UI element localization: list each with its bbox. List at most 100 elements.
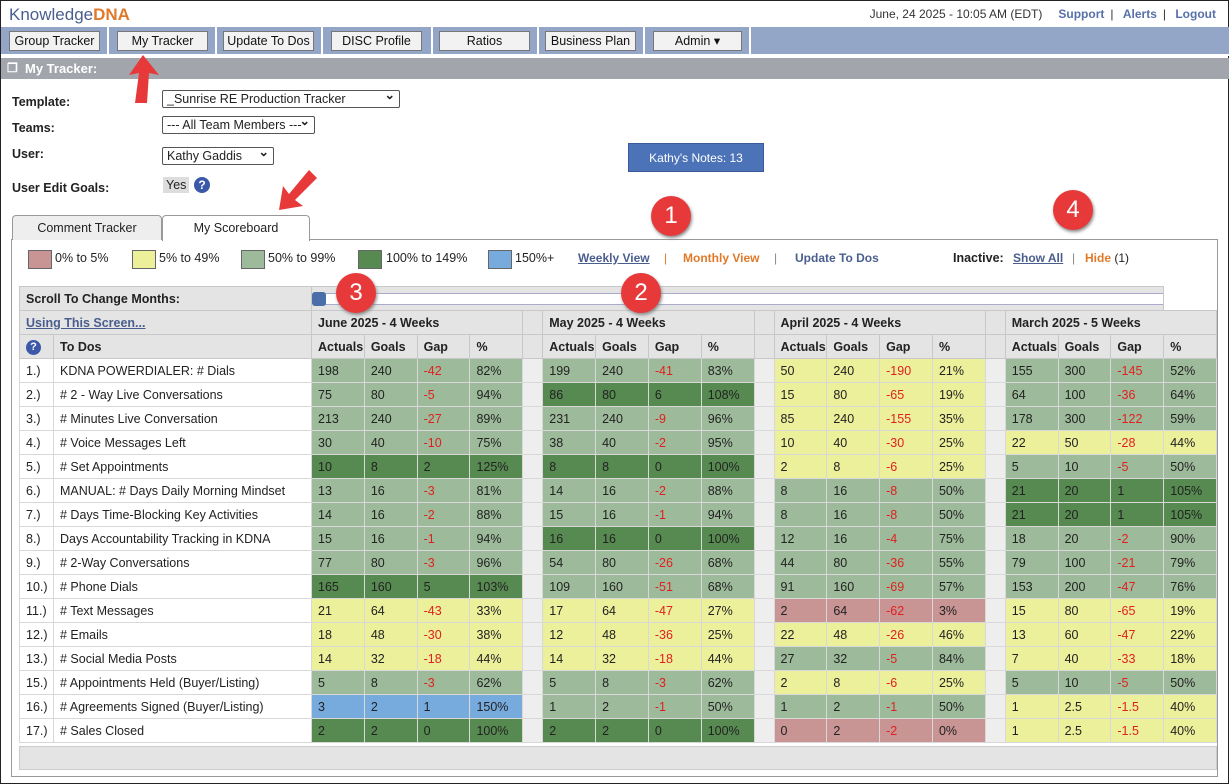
goal-cell: 40 bbox=[1057, 646, 1112, 671]
update-to-dos-link[interactable]: Update To Dos bbox=[795, 251, 879, 265]
percent-cell: 40% bbox=[1163, 694, 1217, 719]
support-link[interactable]: Support bbox=[1058, 7, 1105, 21]
goal-cell: 80 bbox=[826, 550, 881, 575]
gap-cell: 2 bbox=[416, 454, 471, 479]
hide-link[interactable]: Hide bbox=[1085, 251, 1112, 265]
month-header: April 2025 - 4 Weeks bbox=[773, 310, 986, 335]
goal-cell: 80 bbox=[363, 382, 418, 407]
column-header: Goals bbox=[595, 334, 649, 359]
spacer bbox=[753, 478, 775, 503]
gap-cell: -6 bbox=[879, 670, 933, 695]
goal-cell: 8 bbox=[595, 670, 649, 695]
month-scroll-slider[interactable] bbox=[310, 286, 1165, 311]
percent-cell: 44% bbox=[1163, 430, 1217, 455]
goal-cell: 50 bbox=[1057, 430, 1112, 455]
logo-text: Knowledge bbox=[9, 5, 94, 24]
logout-link[interactable]: Logout bbox=[1175, 7, 1216, 21]
actual-cell: 1 bbox=[773, 694, 828, 719]
gap-cell: -9 bbox=[647, 406, 702, 431]
nav-admin-dropdown[interactable]: Admin ▾ bbox=[653, 31, 742, 51]
monthly-view-link[interactable]: Monthly View bbox=[683, 251, 760, 265]
todo-name: # Appointments Held (Buyer/Listing) bbox=[53, 670, 312, 695]
actual-cell: 12 bbox=[542, 622, 597, 647]
user-select[interactable]: Kathy Gaddis bbox=[162, 144, 274, 165]
teams-select[interactable]: --- All Team Members --- bbox=[162, 113, 315, 134]
separator: | bbox=[774, 251, 778, 265]
tab-my-scoreboard[interactable]: My Scoreboard bbox=[162, 215, 310, 241]
actual-cell: 64 bbox=[1004, 382, 1059, 407]
row-number: 6.) bbox=[19, 478, 54, 503]
nav-disc-profile[interactable]: DISC Profile bbox=[331, 31, 422, 51]
main-nav: Group Tracker My Tracker Update To Dos D… bbox=[1, 27, 1229, 56]
template-select[interactable]: _Sunrise RE Production Tracker bbox=[162, 87, 400, 108]
gap-cell: -122 bbox=[1110, 406, 1165, 431]
gap-cell: -65 bbox=[1110, 598, 1165, 623]
table-row: 11.) # Text Messages 21 64 -43 33% 17 64 -47 27% 2… bbox=[19, 598, 1217, 623]
goal-cell: 16 bbox=[363, 526, 418, 551]
legend-swatch-light-green bbox=[241, 250, 265, 269]
column-header: Goals bbox=[1057, 334, 1112, 359]
table-row: 16.) # Agreements Signed (Buyer/Listing) 3… bbox=[19, 694, 1217, 719]
tab-comment-tracker[interactable]: Comment Tracker bbox=[12, 215, 162, 240]
goal-cell: 16 bbox=[826, 502, 881, 527]
goal-cell: 32 bbox=[826, 646, 881, 671]
spacer bbox=[984, 694, 1006, 719]
help-icon[interactable]: ? bbox=[194, 177, 210, 193]
goal-cell: 160 bbox=[363, 574, 418, 599]
todo-name: # Days Time-Blocking Key Activities bbox=[53, 502, 312, 527]
gap-cell: -36 bbox=[647, 622, 702, 647]
help-icon[interactable]: ? bbox=[19, 334, 54, 359]
spacer bbox=[753, 358, 775, 383]
gap-cell: -36 bbox=[879, 550, 933, 575]
percent-cell: 19% bbox=[931, 382, 986, 407]
nav-business-plan[interactable]: Business Plan bbox=[545, 31, 636, 51]
nav-ratios[interactable]: Ratios bbox=[439, 31, 530, 51]
goal-cell: 160 bbox=[595, 574, 649, 599]
table-row: 2.) # 2 - Way Live Conversations 75 80 -5 94%… bbox=[19, 382, 1217, 407]
spacer bbox=[984, 526, 1006, 551]
actual-cell: 15 bbox=[311, 526, 365, 551]
gap-cell: -8 bbox=[879, 502, 933, 527]
month-header: March 2025 - 5 Weeks bbox=[1004, 310, 1218, 335]
alerts-link[interactable]: Alerts bbox=[1122, 7, 1157, 21]
spacer bbox=[753, 502, 775, 527]
show-all-link[interactable]: Show All bbox=[1013, 251, 1064, 265]
percent-cell: 50% bbox=[700, 694, 755, 719]
gap-cell: -18 bbox=[416, 646, 471, 671]
gap-cell: -30 bbox=[416, 622, 471, 647]
percent-cell: 64% bbox=[1163, 382, 1217, 407]
weekly-view-link[interactable]: Weekly View bbox=[578, 251, 650, 265]
slider-handle[interactable] bbox=[312, 292, 326, 306]
column-header: Actuals bbox=[311, 334, 365, 359]
gap-cell: -1.5 bbox=[1110, 718, 1165, 743]
percent-cell: 50% bbox=[1163, 670, 1217, 695]
table-row: 9.) # 2-Way Conversations 77 80 -3 96% 54 80 -26… bbox=[19, 550, 1217, 575]
using-this-screen-link[interactable]: Using This Screen... bbox=[19, 310, 312, 335]
percent-cell: 100% bbox=[700, 454, 755, 479]
help-link-text[interactable]: Using This Screen... bbox=[26, 315, 146, 330]
table-footer bbox=[19, 746, 1217, 770]
spacer bbox=[984, 334, 1006, 359]
separator: | bbox=[664, 251, 668, 265]
todo-name: MANUAL: # Days Daily Morning Mindset bbox=[53, 478, 312, 503]
nav-group-tracker[interactable]: Group Tracker bbox=[9, 31, 100, 51]
slider-track[interactable] bbox=[312, 293, 1163, 305]
column-header: Actuals bbox=[542, 334, 597, 359]
percent-cell: 79% bbox=[1163, 550, 1217, 575]
notes-button[interactable]: Kathy's Notes: 13 bbox=[628, 143, 764, 172]
nav-update-to-dos[interactable]: Update To Dos bbox=[223, 31, 314, 51]
goal-cell: 2 bbox=[363, 718, 418, 743]
logo: KnowledgeDNA bbox=[9, 5, 130, 25]
goal-cell: 2 bbox=[363, 694, 418, 719]
row-number: 8.) bbox=[19, 526, 54, 551]
actual-cell: 15 bbox=[773, 382, 828, 407]
goal-cell: 40 bbox=[363, 430, 418, 455]
legend-swatch-red bbox=[28, 250, 52, 269]
gap-cell: -21 bbox=[1110, 550, 1165, 575]
goal-cell: 8 bbox=[363, 454, 418, 479]
goal-cell: 100 bbox=[1057, 382, 1112, 407]
nav-my-tracker[interactable]: My Tracker bbox=[117, 31, 208, 51]
percent-cell: 100% bbox=[700, 526, 755, 551]
gap-cell: -26 bbox=[879, 622, 933, 647]
actual-cell: 199 bbox=[542, 358, 597, 383]
